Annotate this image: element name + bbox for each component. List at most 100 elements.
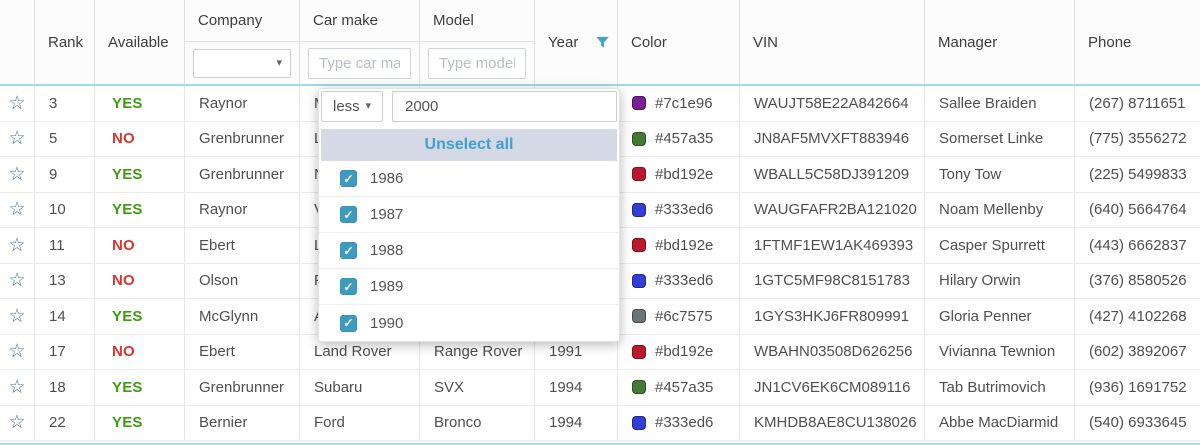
model-cell: Range Rover: [420, 334, 535, 369]
filter-option[interactable]: ✓ 1988: [319, 233, 619, 269]
manager-cell: Somerset Linke: [925, 121, 1075, 156]
favorite-cell: ☆: [0, 228, 35, 263]
filter-option-label: 1988: [370, 242, 404, 259]
column-header-car-make: Car make: [300, 0, 420, 84]
filter-option[interactable]: ✓ 1987: [319, 197, 619, 233]
star-icon[interactable]: ☆: [8, 341, 26, 363]
chevron-down-icon: ▾: [276, 56, 282, 69]
color-hex-label: #333ed6: [655, 201, 714, 219]
available-cell: NO: [95, 121, 185, 156]
company-cell: Ebert: [185, 228, 300, 263]
checkbox-checked-icon[interactable]: ✓: [340, 206, 357, 223]
color-swatch: [632, 202, 646, 217]
checkbox-checked-icon[interactable]: ✓: [340, 278, 357, 295]
filter-option[interactable]: ✓ 1990: [319, 305, 619, 341]
car-make-filter-input[interactable]: [308, 47, 411, 79]
star-icon[interactable]: ☆: [8, 163, 26, 185]
vin-cell: 1GTC5MF98C8151783: [740, 263, 925, 298]
checkbox-checked-icon[interactable]: ✓: [340, 170, 357, 187]
color-hex-label: #bd192e: [655, 165, 714, 183]
filter-condition-select[interactable]: less ▾: [321, 91, 383, 122]
manager-cell: Noam Mellenby: [925, 192, 1075, 227]
filter-option-label: 1990: [370, 314, 404, 332]
rank-cell: 22: [35, 405, 95, 440]
phone-cell: (267) 8711651: [1089, 94, 1186, 112]
available-cell: YES: [95, 299, 185, 334]
filter-funnel-icon[interactable]: [595, 35, 610, 50]
color-cell: #457a35: [618, 370, 740, 405]
model-filter-input[interactable]: [428, 47, 526, 79]
company-cell: Raynor: [185, 192, 300, 227]
company-header-label[interactable]: Company: [185, 0, 299, 42]
vin-cell: WBALL5C58DJ391209: [740, 157, 925, 192]
color-cell: #333ed6: [618, 405, 740, 440]
phone-cell: (443) 6662837: [1089, 236, 1187, 254]
manager-cell: Abbe MacDiarmid: [925, 405, 1075, 440]
color-cell: #333ed6: [618, 192, 740, 227]
company-cell: Ebert: [185, 334, 300, 369]
favorite-cell: ☆: [0, 86, 35, 121]
filter-value-input[interactable]: [392, 91, 617, 122]
phone-cell: (775) 3556272: [1089, 130, 1187, 148]
company-filter-select[interactable]: ▾: [193, 48, 291, 78]
color-cell: #457a35: [618, 121, 740, 156]
favorite-cell: ☆: [0, 299, 35, 334]
available-cell: YES: [95, 157, 185, 192]
column-header-year[interactable]: Year: [535, 0, 618, 84]
year-filter-popup: less ▾ Unselect all ✓ 1986 ✓ 1987 ✓ 1988…: [318, 88, 620, 342]
phone-cell: (936) 1691752: [1089, 378, 1187, 396]
year-cell: 1994: [535, 405, 618, 440]
company-cell: Grenbrunner: [185, 121, 300, 156]
star-icon[interactable]: ☆: [8, 92, 26, 114]
color-swatch: [632, 167, 646, 182]
header-star-column: [0, 0, 35, 84]
vin-cell: WAUGFAFR2BA121020: [740, 192, 925, 227]
column-header-manager[interactable]: Manager: [925, 0, 1075, 84]
color-cell: #6c7575: [618, 299, 740, 334]
favorite-cell: ☆: [0, 263, 35, 298]
company-cell: McGlynn: [185, 299, 300, 334]
available-cell: YES: [95, 192, 185, 227]
star-icon[interactable]: ☆: [8, 199, 26, 221]
star-icon[interactable]: ☆: [8, 128, 26, 150]
color-cell: #333ed6: [618, 263, 740, 298]
filter-option[interactable]: ✓ 1986: [319, 161, 619, 197]
car-make-cell: Subaru: [300, 370, 420, 405]
unselect-all-button[interactable]: Unselect all: [321, 129, 617, 161]
checkbox-checked-icon[interactable]: ✓: [340, 242, 357, 259]
star-icon[interactable]: ☆: [8, 270, 26, 292]
color-swatch: [632, 415, 646, 430]
company-cell: Grenbrunner: [185, 157, 300, 192]
column-header-vin[interactable]: VIN: [740, 0, 925, 84]
column-header-rank[interactable]: Rank: [35, 0, 95, 84]
checkbox-checked-icon[interactable]: ✓: [340, 314, 357, 332]
star-icon[interactable]: ☆: [8, 412, 26, 434]
color-hex-label: #333ed6: [655, 272, 714, 290]
column-header-available[interactable]: Available: [95, 0, 185, 84]
star-icon[interactable]: ☆: [8, 305, 26, 327]
favorite-cell: ☆: [0, 192, 35, 227]
filter-condition-value: less: [333, 98, 360, 115]
column-header-phone[interactable]: Phone: [1088, 33, 1132, 51]
star-icon[interactable]: ☆: [8, 234, 26, 256]
favorite-cell: ☆: [0, 121, 35, 156]
rank-cell: 3: [35, 86, 95, 121]
vin-cell: WBAHN03508D626256: [740, 334, 925, 369]
model-header-label[interactable]: Model: [420, 0, 534, 42]
filter-option[interactable]: ✓ 1989: [319, 269, 619, 305]
column-header-color[interactable]: Color: [618, 0, 740, 84]
color-hex-label: #bd192e: [655, 343, 714, 361]
available-cell: NO: [95, 334, 185, 369]
car-make-header-label[interactable]: Car make: [300, 0, 419, 42]
phone-cell: (427) 4102268: [1089, 307, 1187, 325]
phone-cell: (376) 8580526: [1089, 272, 1187, 290]
available-cell: NO: [95, 263, 185, 298]
color-swatch: [632, 238, 646, 253]
year-cell: 1994: [535, 370, 618, 405]
rank-cell: 5: [35, 121, 95, 156]
phone-cell: (640) 5664764: [1089, 201, 1187, 219]
color-swatch: [632, 380, 646, 395]
star-icon[interactable]: ☆: [8, 376, 26, 398]
rank-cell: 18: [35, 370, 95, 405]
manager-cell: Gloria Penner: [925, 299, 1075, 334]
